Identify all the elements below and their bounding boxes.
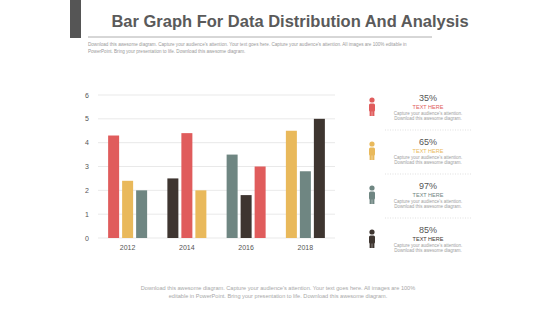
bar xyxy=(181,133,192,238)
bars xyxy=(108,119,325,238)
legend-icon xyxy=(372,154,374,160)
legend-separator xyxy=(385,174,472,175)
legend-percent: 35% xyxy=(419,93,437,103)
legend-icon xyxy=(370,242,372,248)
bar xyxy=(108,136,119,238)
legend-name: TEXT HERE xyxy=(413,104,444,110)
grid-line xyxy=(98,95,335,96)
bar xyxy=(167,178,178,238)
bar xyxy=(286,131,297,238)
x-tick-label: 2016 xyxy=(238,244,254,251)
legend-icon xyxy=(370,154,372,160)
grid-line xyxy=(98,142,335,143)
title: Bar Graph For Data Distribution And Anal… xyxy=(111,12,468,30)
bar xyxy=(255,167,266,239)
title-rule xyxy=(88,37,432,38)
legend-name: TEXT HERE xyxy=(413,148,444,154)
legend-percent: 85% xyxy=(419,225,437,235)
legend-description: Download this awesome diagram. xyxy=(394,116,462,121)
legend-icon xyxy=(372,110,374,116)
bar xyxy=(136,190,147,238)
legend-icon xyxy=(369,185,374,190)
legend-description: Capture your audience's attention. xyxy=(394,243,462,248)
legend-name: TEXT HERE xyxy=(413,236,444,242)
legend-icon xyxy=(372,198,374,204)
y-tick-label: 6 xyxy=(85,92,89,99)
legend-separator xyxy=(385,130,472,131)
bar xyxy=(122,181,133,238)
legend-icon xyxy=(370,198,372,204)
y-tick-label: 4 xyxy=(85,139,89,146)
legend-separator xyxy=(385,218,472,219)
y-tick-label: 5 xyxy=(85,115,89,122)
grid-line xyxy=(98,190,335,191)
grid-line xyxy=(98,166,335,167)
legend-item: 35%TEXT HERECapture your audience's atte… xyxy=(369,93,472,130)
header-block xyxy=(70,0,81,38)
bar xyxy=(227,155,238,238)
legend-description: Download this awesome diagram. xyxy=(394,248,462,253)
x-tick-label: 2018 xyxy=(298,244,314,251)
bar xyxy=(241,195,252,238)
legend-icon xyxy=(369,141,374,146)
legend-icon xyxy=(372,242,374,248)
y-tick-label: 1 xyxy=(85,211,89,218)
legend-icon xyxy=(370,110,372,116)
y-tick-label: 2 xyxy=(85,187,89,194)
grid-line xyxy=(98,238,335,239)
grid-line xyxy=(98,214,335,215)
x-tick-label: 2014 xyxy=(179,244,195,251)
legend-item: 65%TEXT HERECapture your audience's atte… xyxy=(369,137,472,174)
y-tick-label: 3 xyxy=(85,163,89,170)
x-tick-label: 2012 xyxy=(120,244,136,251)
legend-percent: 97% xyxy=(419,181,437,191)
subtitle: Download this awesome diagram. Capture y… xyxy=(88,42,407,47)
footer-text: editable in PowerPoint. Bring your prese… xyxy=(169,293,388,299)
legend-description: Capture your audience's attention. xyxy=(394,155,462,160)
legend-icon xyxy=(369,97,374,102)
legend-description: Download this awesome diagram. xyxy=(394,204,462,209)
legend-description: Download this awesome diagram. xyxy=(394,160,462,165)
legend-icon xyxy=(369,229,374,234)
grid-line xyxy=(98,118,335,119)
legend-name: TEXT HERE xyxy=(413,192,444,198)
y-tick-label: 0 xyxy=(85,235,89,242)
legend-item: 97%TEXT HERECapture your audience's atte… xyxy=(369,181,472,218)
legend-description: Capture your audience's attention. xyxy=(394,199,462,204)
bar xyxy=(195,190,206,238)
bar xyxy=(314,119,325,238)
subtitle: PowerPoint. Bring your presentation to l… xyxy=(88,49,245,54)
chart: Bar Graph For Data Distribution And Anal… xyxy=(0,0,560,315)
bar xyxy=(300,171,311,238)
footer-text: Download this awesome diagram. Capture y… xyxy=(141,285,415,291)
legend-percent: 65% xyxy=(419,137,437,147)
legend-item: 85%TEXT HERECapture your audience's atte… xyxy=(369,225,462,253)
legend-description: Capture your audience's attention. xyxy=(394,111,462,116)
